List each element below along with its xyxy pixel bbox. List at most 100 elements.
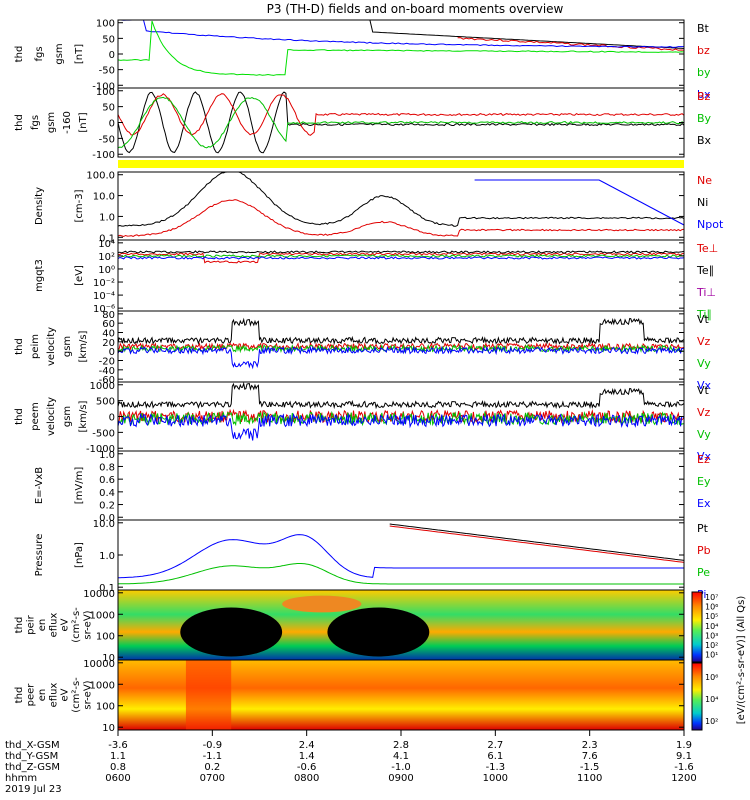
panel-frame: [117, 450, 685, 521]
low-flux-region: [327, 607, 430, 657]
y-axis-label: Pressure: [34, 534, 45, 577]
colorbar-tick: 10⁶: [705, 603, 718, 612]
footer-value: 4.1: [393, 751, 409, 762]
y-tick-label: -40: [99, 366, 115, 377]
series-bt: [118, 20, 684, 49]
footer-row-label: thd_Y-GSM: [5, 751, 58, 762]
plot-area-pressure: [118, 523, 684, 585]
footer-value: -1.5: [580, 762, 600, 773]
figure-title: P3 (TH-D) fields and on-board moments ov…: [267, 2, 564, 16]
footer-value: 1100: [577, 773, 602, 784]
y-axis-label: E=-VxB: [34, 467, 45, 504]
colorbar-tick: 10⁴: [705, 695, 718, 704]
legend-entry: Ey: [697, 475, 711, 488]
series-vt: [118, 382, 684, 410]
plot-area-peer: [118, 660, 684, 730]
footer-value: -3.6: [108, 740, 128, 751]
y-axis-label: peer: [25, 683, 36, 707]
footer-value: 0800: [294, 773, 319, 784]
panel-frame: [117, 519, 685, 591]
series-ti-par: [118, 254, 684, 258]
y-axis-label: eflux: [48, 613, 59, 638]
footer-value: -0.6: [297, 762, 317, 773]
panel-peer: 10000 1000 100 10 thd peer en eflux eV (cm²-s-sr-…: [14, 659, 685, 734]
y-tick-label: 1000: [90, 381, 115, 392]
y-axis-label: (cm²-s-: [71, 677, 82, 713]
series-bx: [118, 20, 684, 48]
footer-value: 0.8: [110, 762, 126, 773]
legend-entry: Te⊥: [696, 242, 718, 255]
y-axis-label: [nPa]: [74, 542, 85, 568]
y-tick-label: 20: [102, 338, 115, 349]
colorbar-tick: 10⁷: [705, 593, 718, 602]
y-axis-label: gsm: [46, 112, 57, 133]
series-pe: [118, 563, 684, 585]
y-axis-label: peir: [25, 614, 36, 634]
legend-entry: Bt: [697, 22, 710, 35]
series-by: [118, 96, 684, 149]
y-axis-label: (cm²-s-: [71, 607, 82, 643]
footer-value: 0700: [200, 773, 225, 784]
legend-entry: Vt: [697, 384, 710, 397]
y-axis-label: gsm: [62, 336, 73, 357]
y-tick-label: 0.4: [99, 488, 115, 499]
footer-value: 2.7: [487, 740, 503, 751]
footer-value: 2.3: [582, 740, 598, 751]
footer-value: 2.8: [393, 740, 409, 751]
series-bx: [118, 91, 684, 154]
legend-entry: Npot: [697, 218, 724, 231]
y-axis-label: mgqt3: [34, 259, 45, 292]
y-tick-label: 50: [102, 34, 115, 45]
plot-area-temp: [118, 250, 684, 264]
y-axis-label: thd: [14, 408, 25, 425]
y-tick-label: 500: [96, 397, 115, 408]
panel-temp: 10⁴ 10² 10⁰ 10⁻² 10⁻⁴ 10⁻⁶ mgqt3 [eV] Te⊥ Te∥ Ti⊥ T…: [34, 239, 718, 321]
footer-value: 1000: [483, 773, 508, 784]
y-tick-label: 10⁰: [98, 265, 115, 276]
series-pi: [118, 534, 684, 579]
footer-row-label: hhmm: [5, 773, 37, 784]
footer-date: 2019 Jul 23: [5, 784, 62, 795]
series-te-perp: [118, 252, 684, 264]
y-tick-label: -100: [92, 150, 115, 161]
plot-area-peir: [118, 590, 684, 660]
series-ne: [118, 199, 684, 238]
y-tick-label: 0.0: [99, 513, 115, 524]
panel-fgs: 100 50 0 -50 -100 thd fgs gsm [nT] Bt bz by bx: [14, 19, 711, 101]
colorbar-tick: 10³: [705, 631, 718, 640]
series-vx: [118, 345, 684, 370]
y-tick-label: 100: [96, 632, 115, 643]
y-axis-label: peim: [30, 334, 41, 359]
footer-value: 2.4: [299, 740, 315, 751]
footer-value: -0.9: [203, 740, 223, 751]
y-axis-label: fgs: [30, 115, 41, 130]
series-vy: [118, 343, 684, 354]
legend-entry: Ti∥: [696, 308, 712, 321]
y-tick-label: -1000: [86, 444, 115, 455]
legend-entry: Ez: [697, 453, 710, 466]
y-tick-label: 1000: [90, 610, 115, 621]
footer-value: 0600: [105, 773, 130, 784]
plot-area-peem: [118, 382, 684, 441]
y-tick-label: 100: [96, 87, 115, 98]
y-tick-label: 0.1: [99, 583, 115, 594]
footer-value: 1.9: [676, 740, 692, 751]
footer-value: 1.4: [299, 751, 315, 762]
panel-efield: 1.00.8 0.6 0.4 0.20.0 E=-VxB [mV/m] Ez Ey Ex: [34, 450, 711, 524]
footer-value: -1.3: [486, 762, 506, 773]
y-axis-label: en: [37, 689, 48, 702]
colorbar-bottom: [691, 662, 703, 731]
y-axis-label: [nT]: [74, 44, 85, 64]
y-tick-label: 10000: [83, 589, 115, 600]
footer-row-label: thd_Z-GSM: [5, 762, 60, 773]
y-tick-label: 10: [102, 723, 115, 734]
y-axis-label: fgs: [34, 46, 45, 61]
series-pt: [389, 523, 684, 561]
y-tick-label: 50: [102, 103, 115, 114]
y-axis-label: [nT]: [78, 112, 89, 132]
plot-area-fgs-sm: [118, 91, 684, 154]
footer-value: -1.1: [203, 751, 223, 762]
hot-spot: [282, 595, 362, 613]
legend-entry: Ti⊥: [696, 286, 716, 299]
series-ti-perp: [118, 256, 684, 260]
